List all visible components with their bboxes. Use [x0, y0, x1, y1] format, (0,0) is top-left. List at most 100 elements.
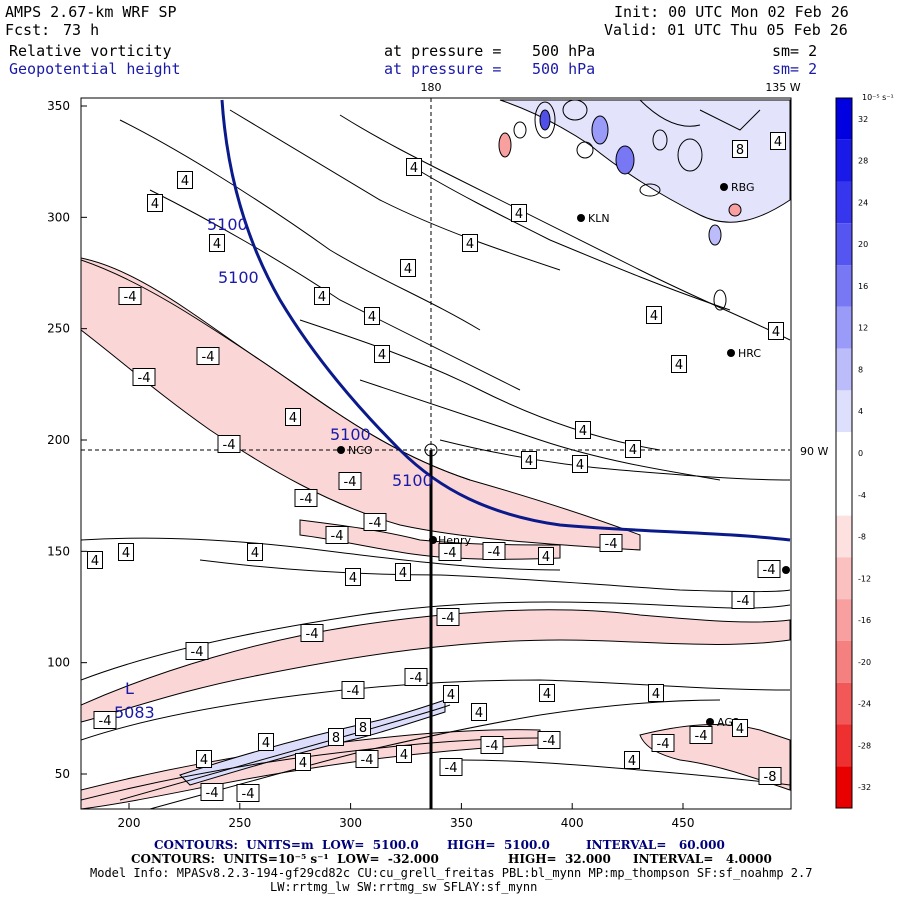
contour-cell [708, 224, 722, 246]
vorticity-label-box [209, 234, 225, 252]
contour-line [229, 109, 561, 271]
height-contour-5100 [220, 99, 791, 542]
vorticity-label: 4 [213, 237, 221, 252]
vorticity-label-box [300, 624, 324, 642]
low-center-value: 5083 [114, 703, 155, 722]
vorticity-label-box [247, 543, 263, 561]
contour-cell [513, 121, 527, 139]
contour-cell [713, 289, 727, 311]
vorticity-label: -4 [442, 611, 455, 626]
vorticity-label: 4 [576, 458, 584, 473]
colorbar-label: -8 [858, 533, 866, 542]
model-title: AMPS 2.67-km WRF SP [5, 3, 177, 21]
vorticity-label: 4 [650, 309, 658, 324]
contour-cell [639, 183, 661, 197]
vorticity-label-box [355, 718, 371, 736]
vorticity-label-box [400, 259, 416, 277]
x-tick-label: 250 [228, 816, 251, 830]
y-tick-label: 100 [47, 656, 70, 670]
vorticity-label: 4 [774, 135, 782, 150]
vorticity-label: -4 [488, 545, 501, 560]
vorticity-label: 4 [262, 736, 270, 751]
station-hrc-marker [727, 349, 735, 357]
x-tick-label: 400 [561, 816, 584, 830]
colorbar-swatch [836, 682, 852, 725]
vorticity-label-box [93, 711, 117, 729]
vorticity-label: 4 [543, 687, 551, 702]
vorticity-label-box [480, 736, 504, 754]
map-area [81, 98, 791, 809]
forecast-label: Fcst: [5, 21, 51, 39]
vorticity-label-box [328, 728, 344, 746]
vorticity-label: 4 [399, 566, 407, 581]
station-east-marker [782, 566, 790, 574]
contour-line [149, 699, 721, 809]
colorbar-label: 12 [858, 324, 868, 333]
station-nco-marker [337, 446, 345, 454]
contour-line [81, 259, 471, 481]
vorticity-label: 8 [736, 143, 744, 158]
colorbar-swatch [836, 181, 852, 224]
footer-height-contours: CONTOURS: UNITS=m LOW= 5100.0 [154, 838, 419, 852]
footer-model-info-2: LW:rrtmg_lw SW:rrtmg_sw SFLAY:sf_mynn [270, 880, 538, 894]
vorticity-label-box [196, 347, 220, 365]
contour-line [409, 164, 731, 311]
colorbar-swatch [836, 139, 852, 182]
contour-cell [576, 141, 594, 159]
colorbar-label: -28 [858, 741, 871, 750]
vorticity-label: 4 [251, 546, 259, 561]
vorticity-label: -4 [444, 546, 457, 561]
vorticity-label-box [671, 355, 687, 373]
vorticity-label: 4 [736, 722, 744, 737]
footer-model-info: Model Info: MPASv8.2.3-194-gf29cd82c CU:… [90, 866, 813, 880]
vorticity-label: -4 [191, 645, 204, 660]
vorticity-label-box [345, 568, 361, 586]
footer-vort-high: HIGH= 32.000 [508, 852, 611, 866]
colorbar-swatch [836, 348, 852, 391]
contour-line [699, 109, 761, 131]
vorticity-label: -4 [124, 290, 137, 305]
vorticity-label-box [355, 750, 379, 768]
colorbar-swatch [836, 98, 852, 140]
contour-line [81, 737, 541, 801]
vorticity-label: 4 [299, 756, 307, 771]
colorbar-swatch [836, 640, 852, 683]
axis-ticks: 200 250 300 350 400 450 50 100 150 200 250 300 350 [47, 99, 694, 830]
vorticity-label-box [404, 668, 428, 686]
colorbar-swatch [836, 265, 852, 307]
vorticity-label: 4 [466, 237, 474, 252]
vorticity-label: -4 [300, 492, 313, 507]
colorbar-label: -32 [858, 783, 871, 792]
vorticity-label-box [575, 421, 591, 439]
vorticity-label: -4 [410, 671, 423, 686]
pressure-value-1: 500 hPa [532, 42, 596, 60]
field-vorticity: Relative vorticity [9, 42, 172, 60]
vorticity-label-box [87, 551, 103, 569]
vorticity-label: 4 [181, 174, 189, 189]
vorticity-label: -4 [347, 684, 360, 699]
station-nco-label: NCO [348, 444, 373, 457]
vorticity-label: 4 [447, 688, 455, 703]
vorticity-label: -4 [206, 786, 219, 801]
vorticity-label: 4 [400, 748, 408, 763]
contour-cell [498, 132, 512, 158]
colorbar-swatch [836, 306, 852, 349]
vorticity-label-box [314, 287, 330, 305]
vorticity-label: 4 [628, 754, 636, 769]
contour-line [359, 379, 721, 481]
vorticity-label: 4 [122, 546, 130, 561]
neg-band-central [81, 609, 791, 723]
colorbar-swatch [836, 390, 852, 433]
y-tick-label: 250 [47, 322, 70, 336]
lon-180-label: 180 [421, 81, 442, 94]
height-label: 5100 [330, 425, 371, 444]
vorticity-label: -4 [331, 529, 344, 544]
colorbar-swatch [836, 515, 852, 558]
contour-line [81, 537, 561, 571]
smoothing-2: sm= 2 [772, 60, 818, 78]
vorticity-label-box [538, 547, 554, 565]
y-tick-label: 200 [47, 433, 70, 447]
vorticity-label: -4 [223, 438, 236, 453]
contour-line [119, 119, 481, 331]
vorticity-label-box [439, 758, 463, 776]
